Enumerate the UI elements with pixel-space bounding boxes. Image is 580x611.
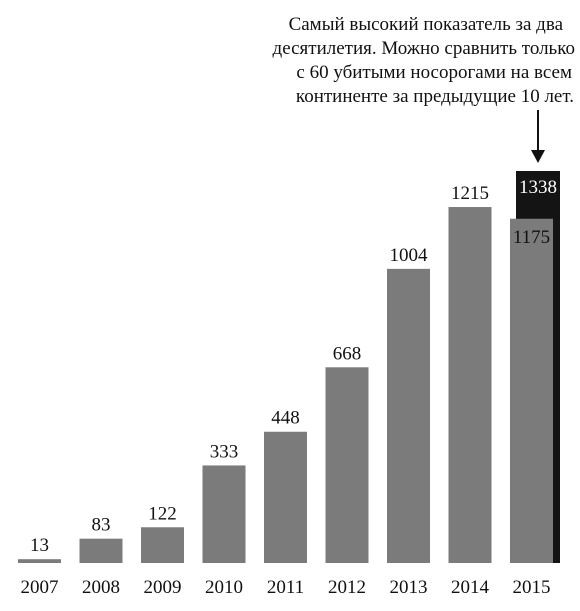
x-tick-label-2012: 2012 (328, 577, 366, 598)
bar-2011 (264, 431, 307, 563)
value-labels-layer: 13 83 122 333 448 668 1004 1215 1338 1175 (30, 177, 557, 556)
bar-2008 (79, 538, 123, 563)
chart-annotation: Самый высокий показатель за два десятиле… (273, 14, 575, 163)
value-label-2014: 1215 (451, 183, 489, 204)
bar-2015 (510, 218, 553, 563)
value-label-2015: 1175 (513, 227, 550, 248)
bar-2014 (448, 207, 492, 563)
bar-2007 (18, 559, 61, 563)
annotation-line-2: десятилетия. Можно сравнить только (273, 38, 575, 59)
x-tick-label-2011: 2011 (267, 577, 304, 598)
x-tick-label-2014: 2014 (451, 577, 490, 598)
annotation-line-1: Самый высокий показатель за два (289, 14, 564, 35)
x-tick-label-2009: 2009 (144, 577, 182, 598)
value-label-2008: 83 (92, 515, 111, 536)
x-tick-label-2007: 2007 (21, 577, 59, 598)
value-label-2010: 333 (210, 441, 239, 462)
x-tick-label-2015: 2015 (513, 577, 551, 598)
bars-layer (18, 171, 560, 563)
annotation-line-4: континенте за предыдущие 10 лет. (296, 86, 574, 107)
annotation-arrow-icon (531, 110, 545, 163)
value-label-2013: 1004 (390, 245, 429, 266)
bar-2009 (141, 527, 184, 563)
value-label-2012: 668 (333, 343, 362, 364)
bar-2012 (325, 367, 369, 563)
bar-2010 (202, 465, 246, 563)
value-label-2011: 448 (271, 408, 300, 429)
value-label-2007: 13 (30, 535, 49, 556)
x-tick-label-2008: 2008 (82, 577, 120, 598)
value-label-2009: 122 (148, 503, 177, 524)
x-tick-label-2013: 2013 (390, 577, 428, 598)
value-label-2015-highlight: 1338 (519, 177, 557, 198)
x-axis: 2007 2008 2009 2010 2011 2012 2013 2014 2015 (21, 577, 551, 598)
bar-2013 (387, 268, 430, 563)
x-tick-label-2010: 2010 (205, 577, 243, 598)
annotation-line-3: с 60 убитыми носорогами на всем (296, 62, 572, 83)
